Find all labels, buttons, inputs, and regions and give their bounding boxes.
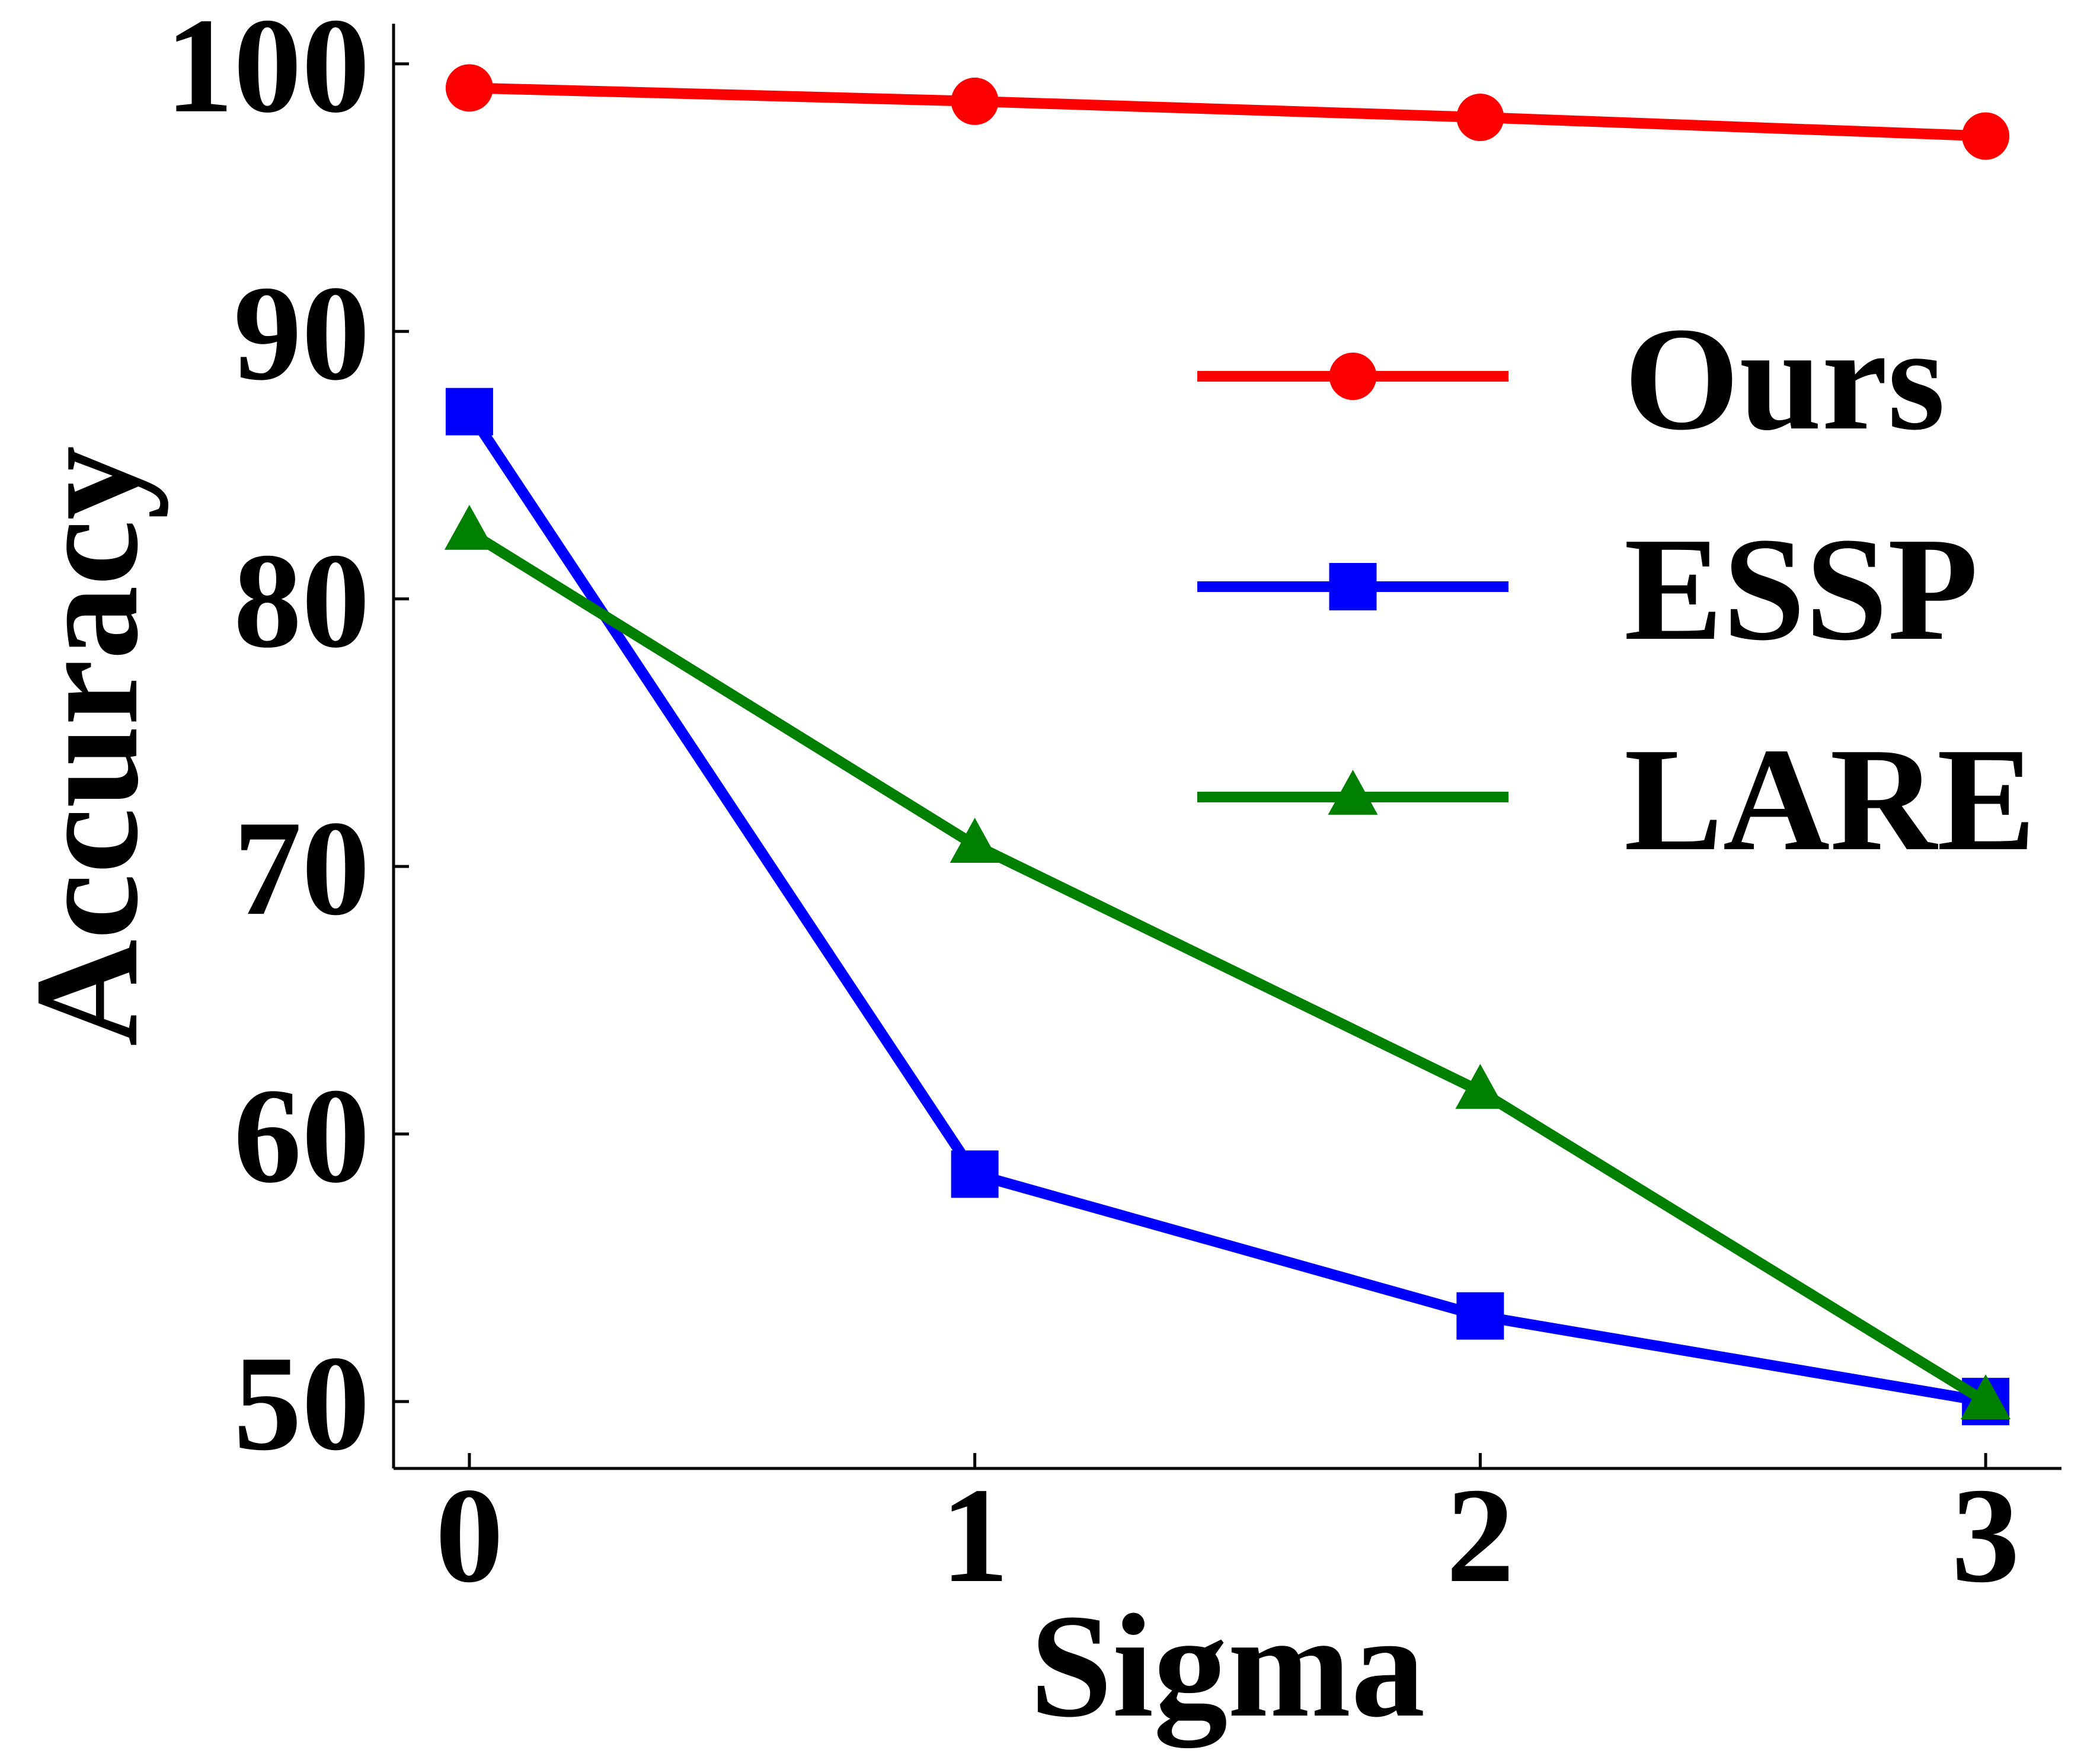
data-point-essp <box>951 1150 999 1198</box>
data-point-lare <box>1455 1064 1506 1109</box>
x-tick-label: 0 <box>435 1460 503 1611</box>
x-tick-label: 1 <box>941 1460 1009 1611</box>
data-point-essp <box>1456 1292 1504 1340</box>
legend-label-essp: ESSP <box>1624 507 1978 671</box>
y-tick-label: 70 <box>234 792 370 943</box>
data-point-lare <box>444 504 494 550</box>
x-tick-label: 2 <box>1446 1460 1514 1611</box>
data-point-ours <box>951 77 999 125</box>
y-tick-label: 100 <box>165 0 370 141</box>
y-ticks: 50 60 70 80 90 100 <box>165 0 409 1479</box>
y-tick-label: 80 <box>234 525 370 676</box>
y-tick-label: 60 <box>234 1060 370 1211</box>
series-ours <box>445 64 2010 160</box>
legend: Ours ESSP LARE <box>1197 297 2036 882</box>
series-line-essp <box>465 408 1987 1407</box>
legend-marker-essp <box>1329 563 1377 610</box>
legend-item-essp: ESSP <box>1197 507 1978 671</box>
data-point-ours <box>1456 94 1504 142</box>
data-point-lare <box>950 818 1000 863</box>
y-tick-label: 90 <box>234 257 370 408</box>
legend-label-lare: LARE <box>1624 718 2036 882</box>
legend-item-lare: LARE <box>1197 718 2036 882</box>
data-point-lare <box>1961 1374 2011 1420</box>
series-lare <box>444 504 2011 1420</box>
legend-label-ours: Ours <box>1624 297 1945 461</box>
legend-item-ours: Ours <box>1197 297 1945 461</box>
y-tick-label: 50 <box>234 1327 370 1479</box>
data-point-ours <box>1962 112 2010 160</box>
legend-marker-lare <box>1328 770 1378 815</box>
data-point-ours <box>445 64 493 112</box>
x-tick-label: 3 <box>1952 1460 2020 1611</box>
series-line-ours <box>469 82 1986 142</box>
axes <box>392 24 2061 1470</box>
legend-marker-ours <box>1329 353 1377 400</box>
data-point-essp <box>445 388 493 436</box>
x-axis-title: Sigma <box>1030 1584 1425 1748</box>
y-axis-title: Accuracy <box>5 446 169 1046</box>
series-layer <box>444 64 2011 1426</box>
series-line-lare <box>466 527 1989 1406</box>
series-essp <box>445 388 2010 1426</box>
x-ticks: 0 1 2 3 <box>435 1453 2020 1611</box>
